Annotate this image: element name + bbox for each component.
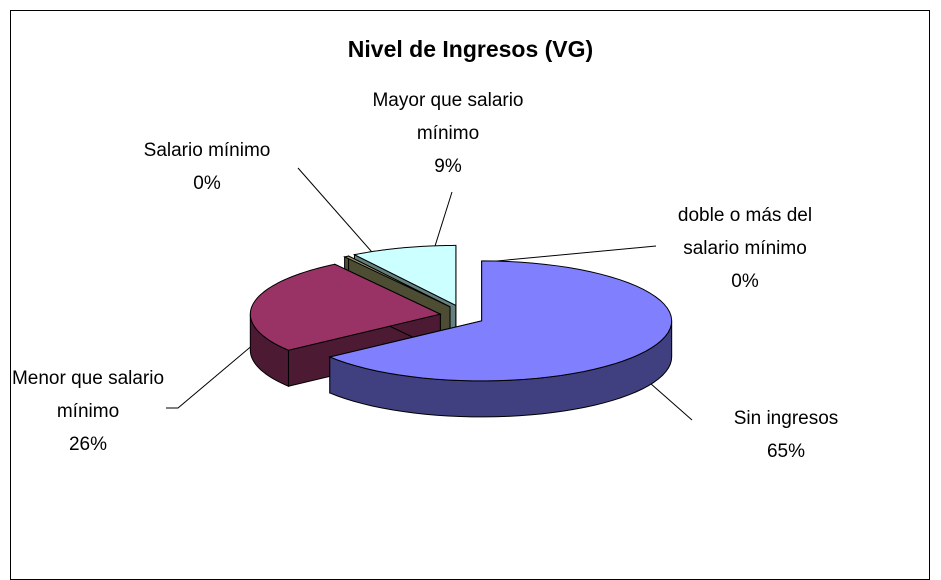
data-label: Mayor que salario mínimo 9% [363, 84, 533, 183]
slice-top [249, 263, 442, 351]
data-label: doble o más del salario mínimo 0% [650, 199, 840, 298]
value-label: 9% [434, 156, 462, 177]
chart-title: Nivel de Ingresos (VG) [347, 36, 594, 62]
data-label: Sin ingresos 65% [701, 402, 871, 468]
value-label: 0% [731, 271, 759, 292]
value-label: 65% [766, 441, 806, 462]
slice-top [328, 260, 673, 382]
value-label: 0% [193, 173, 221, 194]
value-label: 26% [68, 434, 108, 455]
slice [328, 260, 673, 418]
data-label: Menor que salario mínimo 26% [8, 362, 168, 461]
leader-line [485, 245, 657, 263]
category-label: Sin ingresos [733, 408, 839, 429]
category-label: Salario mínimo [143, 140, 271, 161]
category-label: doble o más del salario mínimo [677, 205, 813, 259]
slice-top [352, 244, 457, 307]
category-label: Mayor que salario mínimo [372, 90, 524, 144]
data-label: Salario mínimo 0% [112, 134, 302, 200]
category-label: Menor que salario mínimo [11, 368, 165, 422]
slice-top [343, 255, 451, 308]
